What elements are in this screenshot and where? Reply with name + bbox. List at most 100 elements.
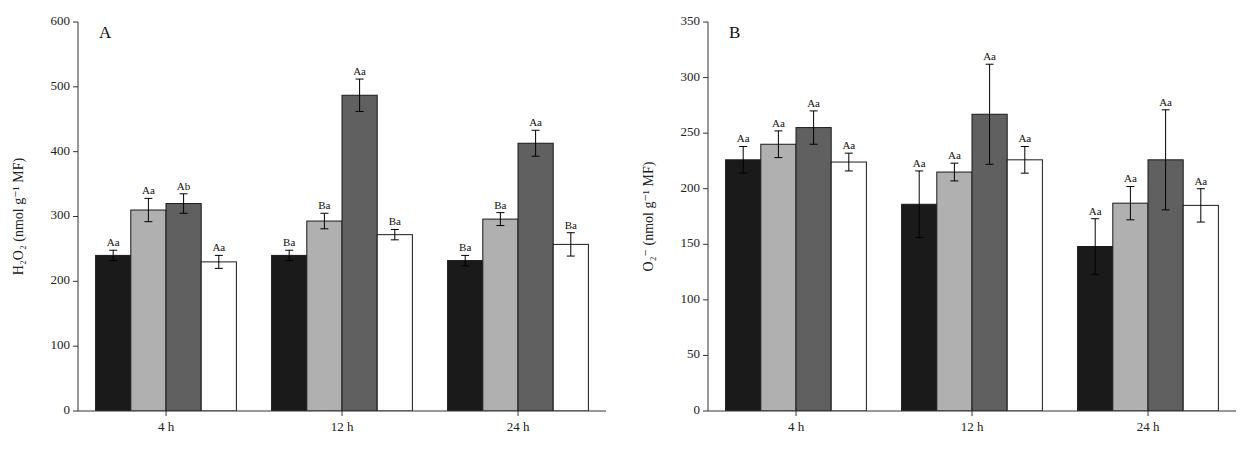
bar: [272, 255, 307, 411]
y-tick: [703, 133, 708, 134]
x-tick-label: 24 h: [1137, 419, 1160, 434]
panel-title: B: [729, 23, 740, 42]
error-bar: [215, 255, 223, 268]
panel-title: A: [99, 23, 112, 42]
error-cap: [109, 250, 117, 251]
y-tick: [73, 281, 78, 282]
error-cap: [1126, 219, 1134, 220]
bar: [937, 172, 972, 411]
error-line: [1200, 189, 1201, 222]
error-cap: [1197, 222, 1205, 223]
error-cap: [774, 157, 782, 158]
significance-label: Aa: [807, 97, 820, 109]
error-line: [500, 213, 501, 226]
y-tick: [73, 346, 78, 347]
error-cap: [532, 156, 540, 157]
error-cap: [461, 255, 469, 256]
error-line: [848, 153, 849, 171]
significance-label: Aa: [1194, 175, 1207, 187]
significance-label: Aa: [1159, 96, 1172, 108]
x-tick: [796, 411, 797, 416]
error-bar: [567, 233, 575, 256]
error-line: [1130, 186, 1131, 219]
significance-label: Aa: [107, 236, 120, 248]
error-bar: [356, 79, 364, 111]
error-line: [570, 233, 571, 256]
error-bar: [774, 131, 782, 158]
y-axis-label: O₂⁻ (nmol g⁻¹ MF): [641, 161, 657, 271]
error-cap: [356, 111, 364, 112]
error-cap: [180, 193, 188, 194]
error-line: [183, 194, 184, 213]
error-cap: [739, 173, 747, 174]
x-tick: [166, 411, 167, 416]
error-cap: [1021, 146, 1029, 147]
significance-label: Aa: [913, 157, 926, 169]
error-cap: [320, 228, 328, 229]
y-tick: [703, 22, 708, 23]
bar: [131, 210, 166, 411]
y-axis-line: [78, 22, 79, 411]
significance-label: Aa: [529, 116, 542, 128]
error-bar: [1021, 146, 1029, 173]
x-tick-label: 12 h: [961, 419, 984, 434]
error-cap: [461, 265, 469, 266]
y-tick-label: 350: [681, 13, 701, 28]
x-tick: [518, 411, 519, 416]
bar: [448, 261, 483, 411]
bar: [518, 143, 553, 411]
y-tick-label: 150: [681, 235, 701, 250]
y-tick: [73, 411, 78, 412]
x-tick-label: 4 h: [158, 419, 175, 434]
error-cap: [215, 268, 223, 269]
error-bar: [1162, 110, 1170, 210]
bar: [1113, 203, 1148, 411]
error-line: [1024, 146, 1025, 173]
error-bar: [144, 198, 152, 221]
bar: [307, 221, 342, 411]
error-bar: [1091, 219, 1099, 275]
error-cap: [391, 239, 399, 240]
y-axis-line: [708, 22, 709, 411]
error-bar: [532, 130, 540, 156]
error-bar: [986, 64, 994, 164]
error-cap: [1126, 186, 1134, 187]
error-cap: [915, 237, 923, 238]
y-tick: [73, 22, 78, 23]
plot-area: [726, 64, 1219, 411]
error-cap: [1091, 218, 1099, 219]
bar: [166, 204, 201, 411]
significance-label: Ba: [459, 241, 471, 253]
error-bar: [739, 146, 747, 173]
x-axis-line: [78, 411, 606, 412]
error-cap: [285, 260, 293, 261]
significance-label: Aa: [353, 65, 366, 77]
error-cap: [810, 110, 818, 111]
error-line: [148, 198, 149, 221]
error-cap: [810, 144, 818, 145]
error-line: [465, 255, 466, 265]
error-line: [1165, 110, 1166, 210]
error-cap: [567, 256, 575, 257]
x-tick: [1148, 411, 1149, 416]
y-tick-label: 500: [51, 78, 71, 93]
error-cap: [845, 153, 853, 154]
bar: [1007, 160, 1042, 411]
bar: [96, 255, 131, 411]
annotations: AaBaBaAaBaBaAbAaAaAaBaBa: [107, 65, 577, 253]
y-tick-label: 200: [51, 272, 71, 287]
error-cap: [1162, 109, 1170, 110]
error-cap: [109, 260, 117, 261]
error-line: [535, 130, 536, 156]
error-cap: [320, 213, 328, 214]
error-bar: [109, 250, 117, 260]
significance-label: Ba: [283, 236, 295, 248]
chart-canvas: 0100200300400500600H₂O₂ (nmol g⁻¹ MF)AaB…: [0, 0, 1260, 459]
significance-label: Aa: [983, 50, 996, 62]
x-tick-label: 12 h: [331, 419, 354, 434]
y-tick: [703, 299, 708, 300]
significance-label: Aa: [772, 117, 785, 129]
error-cap: [215, 255, 223, 256]
error-cap: [144, 221, 152, 222]
error-cap: [950, 180, 958, 181]
